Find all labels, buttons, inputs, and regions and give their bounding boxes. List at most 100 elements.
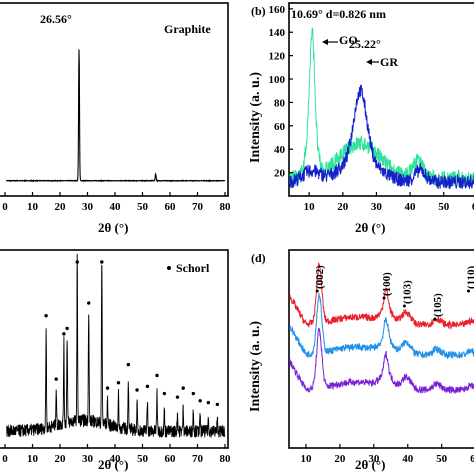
panel-d-ylabel: Intensity (a. u.) <box>248 321 263 412</box>
panel-b-frame <box>288 2 474 197</box>
panel-a-x-ticks: 0 10 20 30 40 50 60 70 80 <box>2 192 231 213</box>
x-tick-label: 60 <box>165 453 177 465</box>
peak-label: (103) <box>401 280 413 304</box>
peak-marker <box>206 400 211 405</box>
panel-d-xlabel: 2θ (°) <box>355 457 385 472</box>
x-tick-label: 10 <box>27 201 39 213</box>
peak-marker <box>198 399 202 403</box>
peak-marker <box>87 301 91 305</box>
panel-a-xlabel: 2θ (°) <box>98 220 128 235</box>
x-tick-label: 50 <box>137 201 149 213</box>
panel-a-frame <box>0 2 229 197</box>
peak-marker <box>75 260 79 264</box>
y-tick-label: 80 <box>274 97 286 109</box>
x-tick-label: 10 <box>304 201 316 213</box>
panel-b-annotation-gr: GR <box>380 55 398 69</box>
panel-b-series <box>289 26 474 190</box>
x-tick-label: 30 <box>82 201 94 213</box>
x-tick-label: 30 <box>371 201 383 213</box>
x-tick-label: 60 <box>472 201 474 213</box>
peak-marker <box>135 388 139 392</box>
panel-a-trace <box>5 49 226 183</box>
x-tick-label: 40 <box>110 201 122 213</box>
panel-d-letter: (d) <box>251 251 266 265</box>
peak-label: (100) <box>381 272 393 296</box>
peak-label: (002) <box>314 265 326 289</box>
x-tick-label: 50 <box>137 453 149 465</box>
x-tick-label: 20 <box>337 201 349 213</box>
peak-marker <box>162 391 167 396</box>
panel-a-series <box>5 49 226 183</box>
go-arrow-head <box>322 39 328 45</box>
x-tick-label: 10 <box>300 453 312 465</box>
peak-marker <box>65 326 69 331</box>
peak-marker <box>433 317 437 321</box>
x-tick-label: 20 <box>55 453 67 465</box>
y-tick-label: 20 <box>274 168 286 180</box>
gr-arrow-head <box>366 59 372 65</box>
peak-label: (110) <box>466 265 474 289</box>
panel-b-xlabel: 2θ (°) <box>355 220 385 235</box>
x-tick-label: 70 <box>192 453 204 465</box>
panel-c-xlabel: 2θ (°) <box>98 457 128 472</box>
x-tick-label: 80 <box>220 453 232 465</box>
x-tick-label: 20 <box>334 453 346 465</box>
x-tick-label: 60 <box>165 201 177 213</box>
panel-d-frame <box>288 249 474 449</box>
panel-c-legend-label: Schorl <box>176 261 210 275</box>
panel-d-x-ticks: 10 20 30 40 50 60 <box>300 444 474 465</box>
x-tick-label: 60 <box>470 453 474 465</box>
peak-marker <box>181 386 185 390</box>
panel-c-series <box>6 253 226 439</box>
panel-b-x-ticks: 10 20 30 40 50 60 <box>304 192 474 213</box>
peak-marker <box>54 377 58 381</box>
panel-b-ylabel: Intensity (a. u.) <box>248 72 263 163</box>
peak-marker <box>62 332 66 336</box>
y-tick-label: 100 <box>269 74 286 86</box>
peak-marker <box>44 314 48 318</box>
panel-b-annotation-gr-angle: 25.22° <box>349 37 381 51</box>
panel-a-peak-label: 26.56° <box>40 12 72 26</box>
y-tick-label: 60 <box>274 121 286 133</box>
panel-a-title: Graphite <box>164 22 211 36</box>
peak-marker <box>175 395 180 399</box>
panel-d-trace-2 <box>289 292 474 359</box>
x-tick-label: 50 <box>438 201 450 213</box>
panel-c-trace <box>6 253 226 439</box>
panel-b-series-go <box>289 26 474 187</box>
y-tick-label: 120 <box>269 51 286 63</box>
x-tick-label: 30 <box>368 453 380 465</box>
x-tick-label: 30 <box>82 453 94 465</box>
x-tick-label: 10 <box>27 453 39 465</box>
peak-marker <box>315 289 319 293</box>
panel-c-legend-dot <box>167 266 171 270</box>
x-tick-label: 80 <box>220 201 232 213</box>
peak-marker <box>215 402 220 407</box>
x-tick-label: 0 <box>2 201 8 213</box>
y-tick-label: 40 <box>274 144 286 156</box>
x-tick-label: 40 <box>110 453 122 465</box>
peak-marker <box>116 381 121 385</box>
panel-b-arrows <box>322 39 379 65</box>
peak-marker <box>467 289 471 293</box>
panel-d-peak-labels: (002) (100) (103) (105) (110) <box>314 265 474 321</box>
panel-b-series-gr <box>289 84 474 190</box>
x-tick-label: 20 <box>55 201 67 213</box>
panel-c-frame <box>0 249 229 449</box>
peak-marker <box>382 296 386 300</box>
y-tick-label: 140 <box>269 27 286 39</box>
peak-marker <box>402 304 406 308</box>
panel-c-peak-markers <box>44 260 220 407</box>
panel-a: 0 10 20 30 40 50 60 70 80 Graphite 26.56° 2θ (°) <box>0 2 231 235</box>
y-tick-label: 160 <box>269 4 286 16</box>
peak-marker <box>100 260 104 264</box>
panel-b-annotation-go: GO <box>339 33 358 47</box>
panel-b: 10 20 30 40 50 60 20 40 60 80 100 120 140 160 (b) In… <box>248 2 474 235</box>
peak-label: (105) <box>432 293 444 317</box>
panel-b-y-ticks: 20 40 60 80 100 120 140 160 <box>269 4 293 180</box>
peak-marker <box>105 386 110 390</box>
peak-marker <box>155 373 159 378</box>
peak-marker <box>191 391 196 396</box>
panel-b-letter: (b) <box>251 4 266 18</box>
